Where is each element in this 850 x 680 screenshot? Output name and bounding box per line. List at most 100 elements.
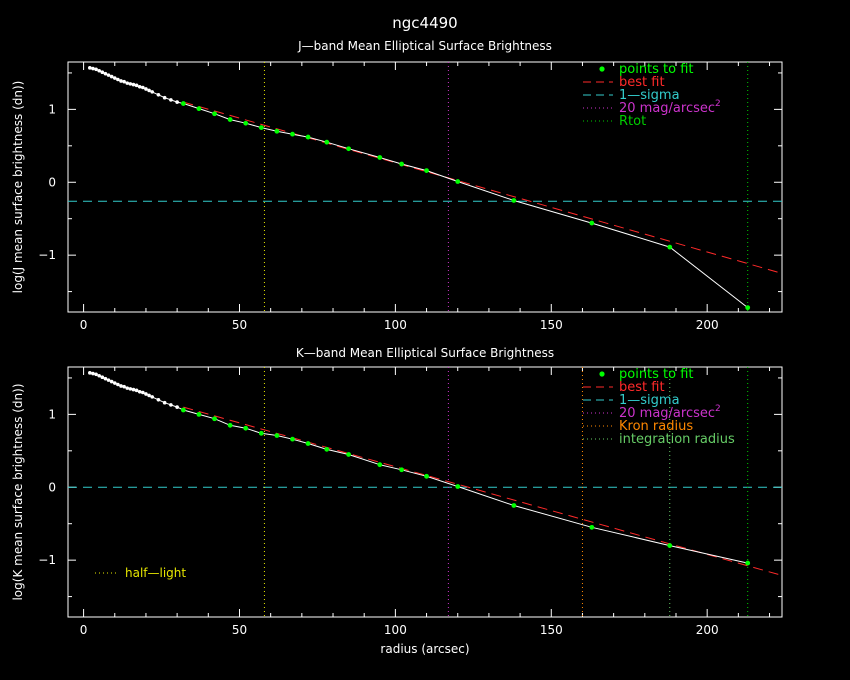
- fit-point: [745, 305, 751, 311]
- x-tick-label: 0: [80, 623, 88, 637]
- x-axis-label: radius (arcsec): [380, 642, 469, 656]
- profile-point: [112, 76, 117, 80]
- fit-point: [305, 134, 311, 140]
- y-tick-label: 0: [48, 480, 56, 494]
- profile-point: [119, 384, 123, 388]
- fit-point: [227, 117, 233, 122]
- profile-point: [156, 397, 161, 402]
- x-tick-label: 0: [80, 318, 88, 332]
- legend-marker: [599, 66, 605, 72]
- plot-area: [68, 62, 782, 312]
- profile-point: [112, 381, 117, 385]
- fit-point: [180, 101, 186, 106]
- profile-point: [144, 392, 148, 396]
- profile-point: [169, 403, 173, 407]
- profile-point: [119, 79, 123, 83]
- profile-point: [100, 70, 105, 75]
- profile-point: [116, 77, 120, 82]
- profile-point: [175, 100, 179, 104]
- fit-point: [667, 244, 673, 250]
- fit-point: [377, 462, 383, 468]
- fit-point: [274, 433, 280, 438]
- profile-point: [116, 382, 120, 387]
- fit-point: [745, 560, 751, 566]
- profile-point: [131, 387, 136, 392]
- profile-point: [94, 372, 98, 377]
- profile-point: [103, 376, 108, 381]
- legend-entry: 20 mag/arcsec2: [619, 404, 721, 421]
- profile-point: [106, 73, 111, 77]
- x-tick-label: 150: [540, 318, 563, 332]
- fit-point: [424, 473, 429, 479]
- x-tick-label: 100: [384, 623, 407, 637]
- profile-point: [128, 82, 133, 86]
- legend-entry: points to fit: [619, 62, 694, 77]
- profile-point: [150, 90, 154, 94]
- profile-point: [141, 390, 145, 395]
- profile-point: [137, 84, 142, 89]
- profile-point: [131, 82, 136, 87]
- fit-point: [243, 425, 249, 431]
- profile-point: [141, 85, 145, 90]
- profile-point: [156, 92, 161, 97]
- profile-point: [91, 371, 95, 376]
- fit-point: [227, 422, 233, 428]
- profile-point: [144, 87, 148, 91]
- profile-point: [162, 95, 167, 100]
- fit-point: [274, 128, 280, 134]
- plot-area: [68, 367, 782, 617]
- fit-point: [258, 125, 264, 130]
- legend-entry: 20 mag/arcsec2: [619, 99, 721, 116]
- profile-point: [162, 400, 167, 405]
- profile-point: [134, 388, 139, 393]
- fit-point: [324, 446, 330, 452]
- x-tick-label: 50: [232, 318, 247, 332]
- profile-point: [147, 88, 151, 93]
- fit-point: [290, 436, 295, 442]
- fit-point: [346, 146, 352, 152]
- fit-point: [589, 524, 595, 530]
- fit-point: [290, 131, 295, 137]
- profile-point: [103, 71, 108, 76]
- legend-entry: 1—sigma: [619, 393, 680, 408]
- legend-entry: integration radius: [619, 432, 735, 447]
- profile-point: [88, 371, 92, 375]
- legend-superscript: 2: [715, 99, 721, 109]
- profile-point: [100, 375, 105, 380]
- legend-entry: Rtot: [619, 114, 646, 129]
- profile-point: [109, 379, 114, 384]
- legend-entry: best fit: [619, 75, 665, 90]
- fit-point: [511, 198, 517, 203]
- profile-point: [175, 405, 179, 409]
- y-tick-label: 0: [48, 175, 56, 189]
- best-fit-line: [183, 101, 782, 274]
- y-axis-label: log(J mean surface brightness (dn)): [11, 81, 25, 294]
- fit-point: [589, 220, 595, 226]
- profile-point: [97, 68, 101, 73]
- fit-point: [511, 503, 517, 508]
- profile-point: [137, 389, 142, 394]
- panel-title: J—band Mean Elliptical Surface Brightnes…: [297, 39, 552, 53]
- y-tick-label: −1: [38, 553, 56, 567]
- profile-point: [125, 386, 130, 390]
- x-tick-label: 200: [696, 623, 719, 637]
- best-fit-line: [183, 406, 782, 576]
- fit-point: [258, 430, 264, 436]
- main-title: ngc4490: [392, 14, 457, 32]
- panel-title: K—band Mean Elliptical Surface Brightnes…: [296, 346, 554, 360]
- plot-frame: [67, 366, 783, 618]
- fit-point: [305, 441, 311, 446]
- legend-entry: 1—sigma: [619, 88, 680, 103]
- fit-point: [424, 168, 429, 174]
- fit-point: [399, 467, 405, 473]
- fit-point: [196, 106, 202, 112]
- profile-point: [106, 378, 111, 382]
- legend-marker: [599, 371, 605, 377]
- legend-entry: points to fit: [619, 367, 694, 382]
- x-tick-label: 100: [384, 318, 407, 332]
- fit-point: [377, 155, 383, 160]
- y-tick-label: −1: [38, 248, 56, 262]
